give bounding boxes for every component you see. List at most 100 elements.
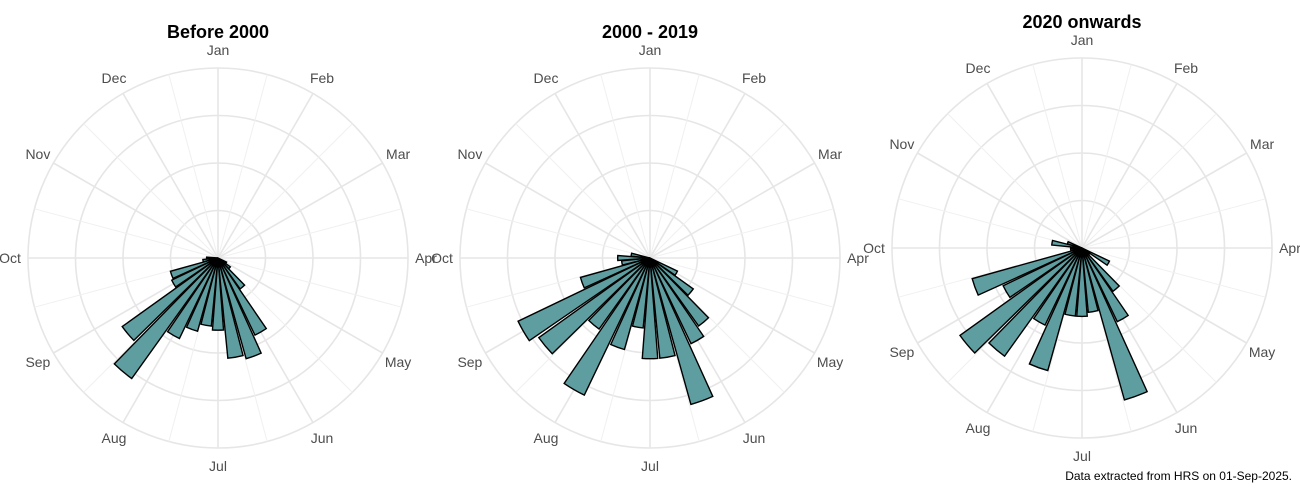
month-label-jul: Jul: [641, 458, 659, 474]
grid-spoke-minor: [1081, 247, 1266, 298]
grid-spoke: [217, 257, 383, 354]
month-label-dec: Dec: [534, 70, 559, 86]
grid-spoke: [986, 83, 1083, 249]
month-label-aug: Aug: [966, 420, 991, 436]
grid-spoke-minor: [1081, 113, 1217, 249]
grid-spoke: [122, 93, 219, 259]
month-label-aug: Aug: [534, 430, 559, 446]
grid-spoke-minor: [649, 257, 834, 308]
month-label-feb: Feb: [1174, 60, 1198, 76]
month-label-aug: Aug: [102, 430, 127, 446]
polar-bar: [958, 247, 1083, 355]
grid-spoke-minor: [515, 123, 651, 259]
month-label-mar: Mar: [818, 146, 842, 162]
polar-bar: [649, 257, 710, 327]
month-label-apr: Apr: [1279, 240, 1300, 256]
grid-spoke: [554, 93, 651, 259]
polar-bar: [617, 254, 651, 262]
month-label-mar: Mar: [386, 146, 410, 162]
grid-spoke-minor: [649, 208, 834, 259]
grid-spoke-minor: [217, 257, 402, 308]
month-label-apr: Apr: [415, 250, 437, 266]
polar-bar: [579, 257, 651, 289]
month-label-feb: Feb: [742, 70, 766, 86]
grid-spoke-minor: [217, 74, 268, 259]
grid-spoke: [217, 93, 314, 259]
panel-title: 2020 onwards: [1022, 12, 1141, 32]
polar-bar: [1075, 247, 1089, 318]
polar-bar: [649, 257, 676, 359]
grid-spoke-minor: [83, 123, 219, 259]
grid-spoke-minor: [1032, 64, 1083, 249]
polar-bar: [1028, 247, 1083, 372]
polar-bar: [1081, 247, 1121, 293]
polar-bar: [211, 257, 225, 331]
month-label-dec: Dec: [966, 60, 991, 76]
grid-spoke-minor: [168, 74, 219, 259]
panel-title: Before 2000: [167, 22, 269, 42]
polar-bar: [649, 257, 695, 297]
polar-bar: [971, 247, 1083, 297]
grid-spoke-minor: [947, 113, 1083, 249]
grid-spoke: [53, 162, 219, 259]
polar-bar: [609, 257, 651, 351]
polar-bar: [217, 257, 244, 359]
polar-bar: [217, 257, 263, 360]
month-label-jul: Jul: [209, 458, 227, 474]
month-label-jun: Jun: [311, 430, 334, 446]
polar-bar: [987, 247, 1083, 358]
polar-bar: [217, 257, 246, 290]
polar-bar: [217, 257, 268, 337]
month-label-jun: Jun: [743, 430, 766, 446]
polar-bar: [587, 257, 651, 331]
polar-bar: [121, 257, 219, 342]
grid-spoke: [217, 162, 383, 259]
grid-spoke-minor: [1081, 198, 1266, 249]
polar-bar: [170, 257, 219, 288]
month-label-apr: Apr: [847, 250, 869, 266]
data-source-caption: Data extracted from HRS on 01-Sep-2025.: [1065, 469, 1292, 483]
month-label-may: May: [817, 354, 843, 370]
grid-spoke: [649, 162, 815, 259]
grid-spoke-minor: [1081, 64, 1132, 249]
grid-spoke-minor: [34, 208, 219, 259]
polar-bar: [205, 256, 219, 260]
polar-bar: [1081, 247, 1099, 314]
polar-bar: [113, 257, 219, 380]
grid-spoke-minor: [217, 123, 353, 259]
polar-bar: [517, 257, 651, 342]
polar-bar: [1081, 247, 1130, 323]
month-label-nov: Nov: [25, 146, 50, 162]
grid-spoke-minor: [649, 74, 700, 259]
month-label-nov: Nov: [889, 136, 914, 152]
grid-spoke-minor: [600, 74, 651, 259]
month-label-may: May: [385, 354, 411, 370]
polar-bar: [169, 257, 219, 280]
month-label-oct: Oct: [431, 250, 453, 266]
polar-bar: [1081, 247, 1149, 401]
polar-bar: [185, 257, 219, 333]
month-label-jun: Jun: [1175, 420, 1198, 436]
grid-spoke: [917, 152, 1083, 249]
polar-bar: [537, 257, 651, 355]
polar-bar: [563, 257, 651, 397]
grid-spoke-minor: [466, 208, 651, 259]
month-label-oct: Oct: [863, 240, 885, 256]
grid-spoke: [1081, 152, 1247, 249]
month-label-jan: Jan: [207, 42, 230, 58]
grid-spoke: [1081, 247, 1247, 344]
polar-bar: [649, 257, 705, 345]
polar-bar: [630, 252, 651, 259]
month-label-oct: Oct: [0, 250, 21, 266]
month-label-sep: Sep: [889, 344, 914, 360]
grid-spoke-minor: [217, 208, 402, 259]
polar-bar: [166, 257, 219, 340]
polar-bar: [1002, 247, 1083, 299]
polar-bar: [1066, 240, 1083, 249]
month-label-jan: Jan: [639, 42, 662, 58]
polar-bar: [641, 257, 659, 360]
